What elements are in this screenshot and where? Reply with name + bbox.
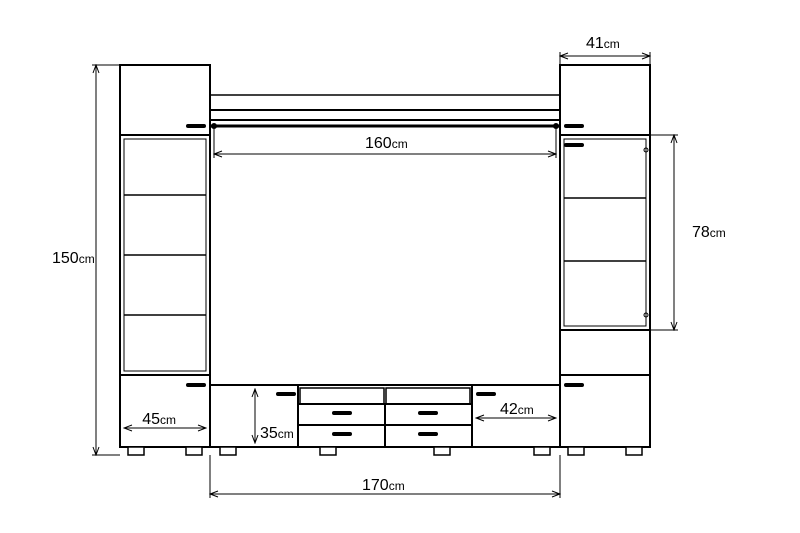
dim-150: 150 [52, 250, 79, 267]
furniture [120, 65, 650, 455]
svg-text:150cm: 150cm [52, 250, 95, 267]
svg-text:42cm: 42cm [500, 401, 534, 418]
svg-text:160cm: 160cm [365, 135, 408, 152]
svg-text:78cm: 78cm [692, 224, 726, 241]
unit: cm [710, 226, 726, 240]
right-cabinet [560, 65, 650, 455]
shelf [210, 110, 560, 120]
svg-text:35cm: 35cm [260, 425, 294, 442]
unit: cm [389, 479, 405, 493]
svg-text:170cm: 170cm [362, 477, 405, 494]
unit: cm [604, 37, 620, 51]
dim-78: 78 [692, 224, 710, 241]
dim-160: 160 [365, 135, 392, 152]
dim-41: 41 [586, 35, 604, 52]
dim-35: 35 [260, 425, 278, 442]
svg-text:45cm: 45cm [142, 411, 176, 428]
svg-text:41cm: 41cm [586, 35, 620, 52]
tv-unit [210, 385, 560, 455]
dim-170: 170 [362, 477, 389, 494]
unit: cm [518, 403, 534, 417]
shelf-backboard [210, 95, 560, 110]
dimension-drawing: 150cm 78cm 41cm 160cm 170cm 45cm 35cm 42… [0, 0, 800, 533]
unit: cm [79, 252, 95, 266]
dim-45: 45 [142, 411, 160, 428]
unit: cm [392, 137, 408, 151]
unit: cm [278, 427, 294, 441]
unit: cm [160, 413, 176, 427]
left-cabinet [120, 65, 210, 455]
dim-42: 42 [500, 401, 518, 418]
